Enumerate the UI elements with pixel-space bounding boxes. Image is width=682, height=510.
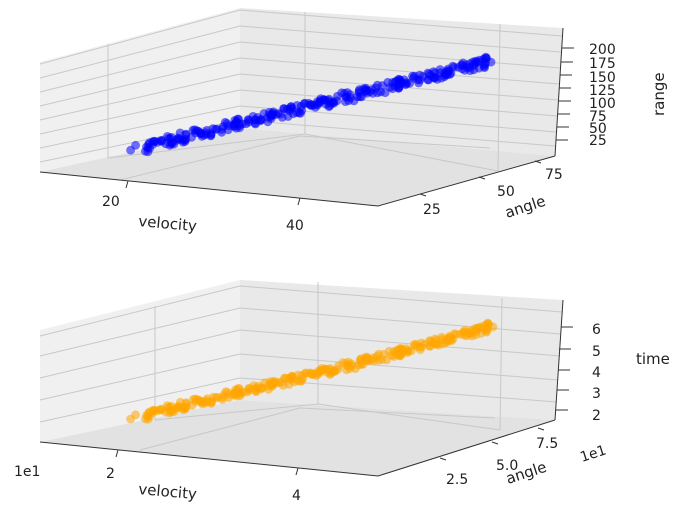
scatter-point (126, 414, 135, 424)
z-tick-label: 150 (589, 70, 616, 86)
y-offset-label: 1e1 (578, 442, 608, 465)
z-tick-label: 2 (592, 408, 601, 424)
y-tick-label: 7.5 (536, 436, 558, 452)
scatter-point (395, 351, 405, 360)
scatter-point (176, 397, 185, 407)
scatter-point (218, 122, 228, 131)
scatter-point (431, 340, 441, 349)
scatter-point (219, 390, 229, 400)
scatter-point (238, 387, 248, 397)
scatter-point (440, 72, 449, 82)
scatter-point (298, 374, 308, 384)
x-tick-label: 2 (106, 466, 115, 482)
z-tick-label: 100 (589, 96, 616, 112)
scatter-point (488, 322, 498, 332)
scatter-point (458, 60, 467, 70)
scatter-point (365, 87, 375, 96)
z-tick-label: 4 (592, 365, 601, 381)
z-tick-label: 25 (589, 133, 607, 149)
z-axis-line-top (554, 27, 564, 157)
x-axis-line-top (39, 171, 379, 207)
scatter-point (160, 407, 170, 417)
y-axis-line-top (377, 155, 556, 207)
scatter-point (202, 397, 212, 407)
scatter-point (459, 327, 469, 337)
scatter-point (178, 136, 188, 145)
scatter-point (144, 139, 153, 149)
scatter-point (251, 387, 261, 396)
scatter-point (423, 68, 433, 78)
scatter-point (350, 364, 360, 373)
scatter-point (382, 355, 391, 365)
y-ticks-bottom: 2.5 5.0 7.5 1e1 (439, 427, 608, 488)
x-axis-line-bottom (39, 441, 379, 477)
gridlines-bottom (39, 282, 563, 451)
x-ticks-bottom: 1e1 2 4 (14, 449, 301, 504)
scatter-point (380, 88, 390, 98)
y-tick-label: 75 (545, 167, 563, 183)
z-tick-label: 3 (592, 386, 601, 402)
scatter-series-time (126, 318, 498, 424)
y-tick-label: 5.0 (496, 458, 518, 474)
y-tick-label: 50 (497, 184, 515, 200)
z-tick-label: 200 (589, 42, 616, 58)
z-tick-label: 175 (589, 56, 616, 72)
z-axis-line-bottom (554, 299, 564, 421)
scatter-point (394, 83, 403, 93)
scatter-point (320, 95, 330, 105)
scatter-point (425, 336, 434, 345)
x-axis-label: velocity (138, 212, 198, 235)
x-tick-label: 4 (292, 488, 301, 504)
z-ticks-top: 25 50 75 100 125 150 175 200 (556, 42, 616, 149)
scatter-point (237, 119, 247, 129)
plot-top: 20 40 25 50 75 25 50 75 100 125 150 1 (39, 8, 668, 235)
y-ticks-top: 25 50 75 (419, 160, 563, 218)
z-tick-label: 5 (592, 344, 601, 360)
z-tick-label: 125 (589, 83, 616, 99)
scatter-point (435, 65, 445, 74)
scatter-point (417, 342, 427, 352)
scatter-point (429, 73, 439, 83)
scatter-point (251, 119, 260, 129)
scatter-point (286, 102, 296, 112)
z-tick-label: 6 (592, 322, 601, 338)
scatter-series-range (126, 52, 496, 157)
scatter-point (144, 408, 153, 418)
x-offset-label: 1e1 (14, 464, 40, 480)
x-ticks-top: 20 40 (102, 180, 304, 234)
scatter-point (308, 369, 317, 378)
z-axis-label: range (650, 72, 668, 116)
scatter-point (486, 57, 496, 67)
scatter-point (266, 114, 276, 123)
x-tick-label: 20 (102, 194, 120, 210)
scatter-point (297, 106, 307, 115)
plot-bottom: 1e1 2 4 2.5 5.0 7.5 1e1 2 3 4 5 6 veloci… (14, 280, 670, 504)
y-axis-line-bottom (377, 419, 556, 477)
scatter-point (201, 129, 211, 139)
x-tick-label: 40 (286, 218, 304, 234)
scatter-point (449, 62, 459, 72)
scatter-point (321, 364, 331, 374)
scatter-point (267, 382, 277, 391)
scatter-point (402, 79, 411, 88)
scatter-point (403, 346, 413, 356)
y-tick-label: 2.5 (446, 472, 468, 488)
x-axis-label: velocity (138, 480, 198, 503)
scatter-point (367, 355, 376, 364)
scatter-point (307, 100, 316, 109)
scatter-point (415, 75, 425, 85)
scatter-point (349, 96, 359, 106)
scatter-point (175, 128, 185, 138)
z-axis-label: time (636, 350, 670, 368)
scatter-point (451, 330, 461, 339)
z-tick-label: 50 (589, 121, 607, 137)
y-tick-label: 25 (423, 202, 441, 218)
scatter-point (126, 145, 135, 155)
scatter-point (161, 139, 171, 149)
z-ticks-bottom: 2 3 4 5 6 (556, 322, 601, 424)
z-tick-label: 75 (589, 109, 607, 125)
